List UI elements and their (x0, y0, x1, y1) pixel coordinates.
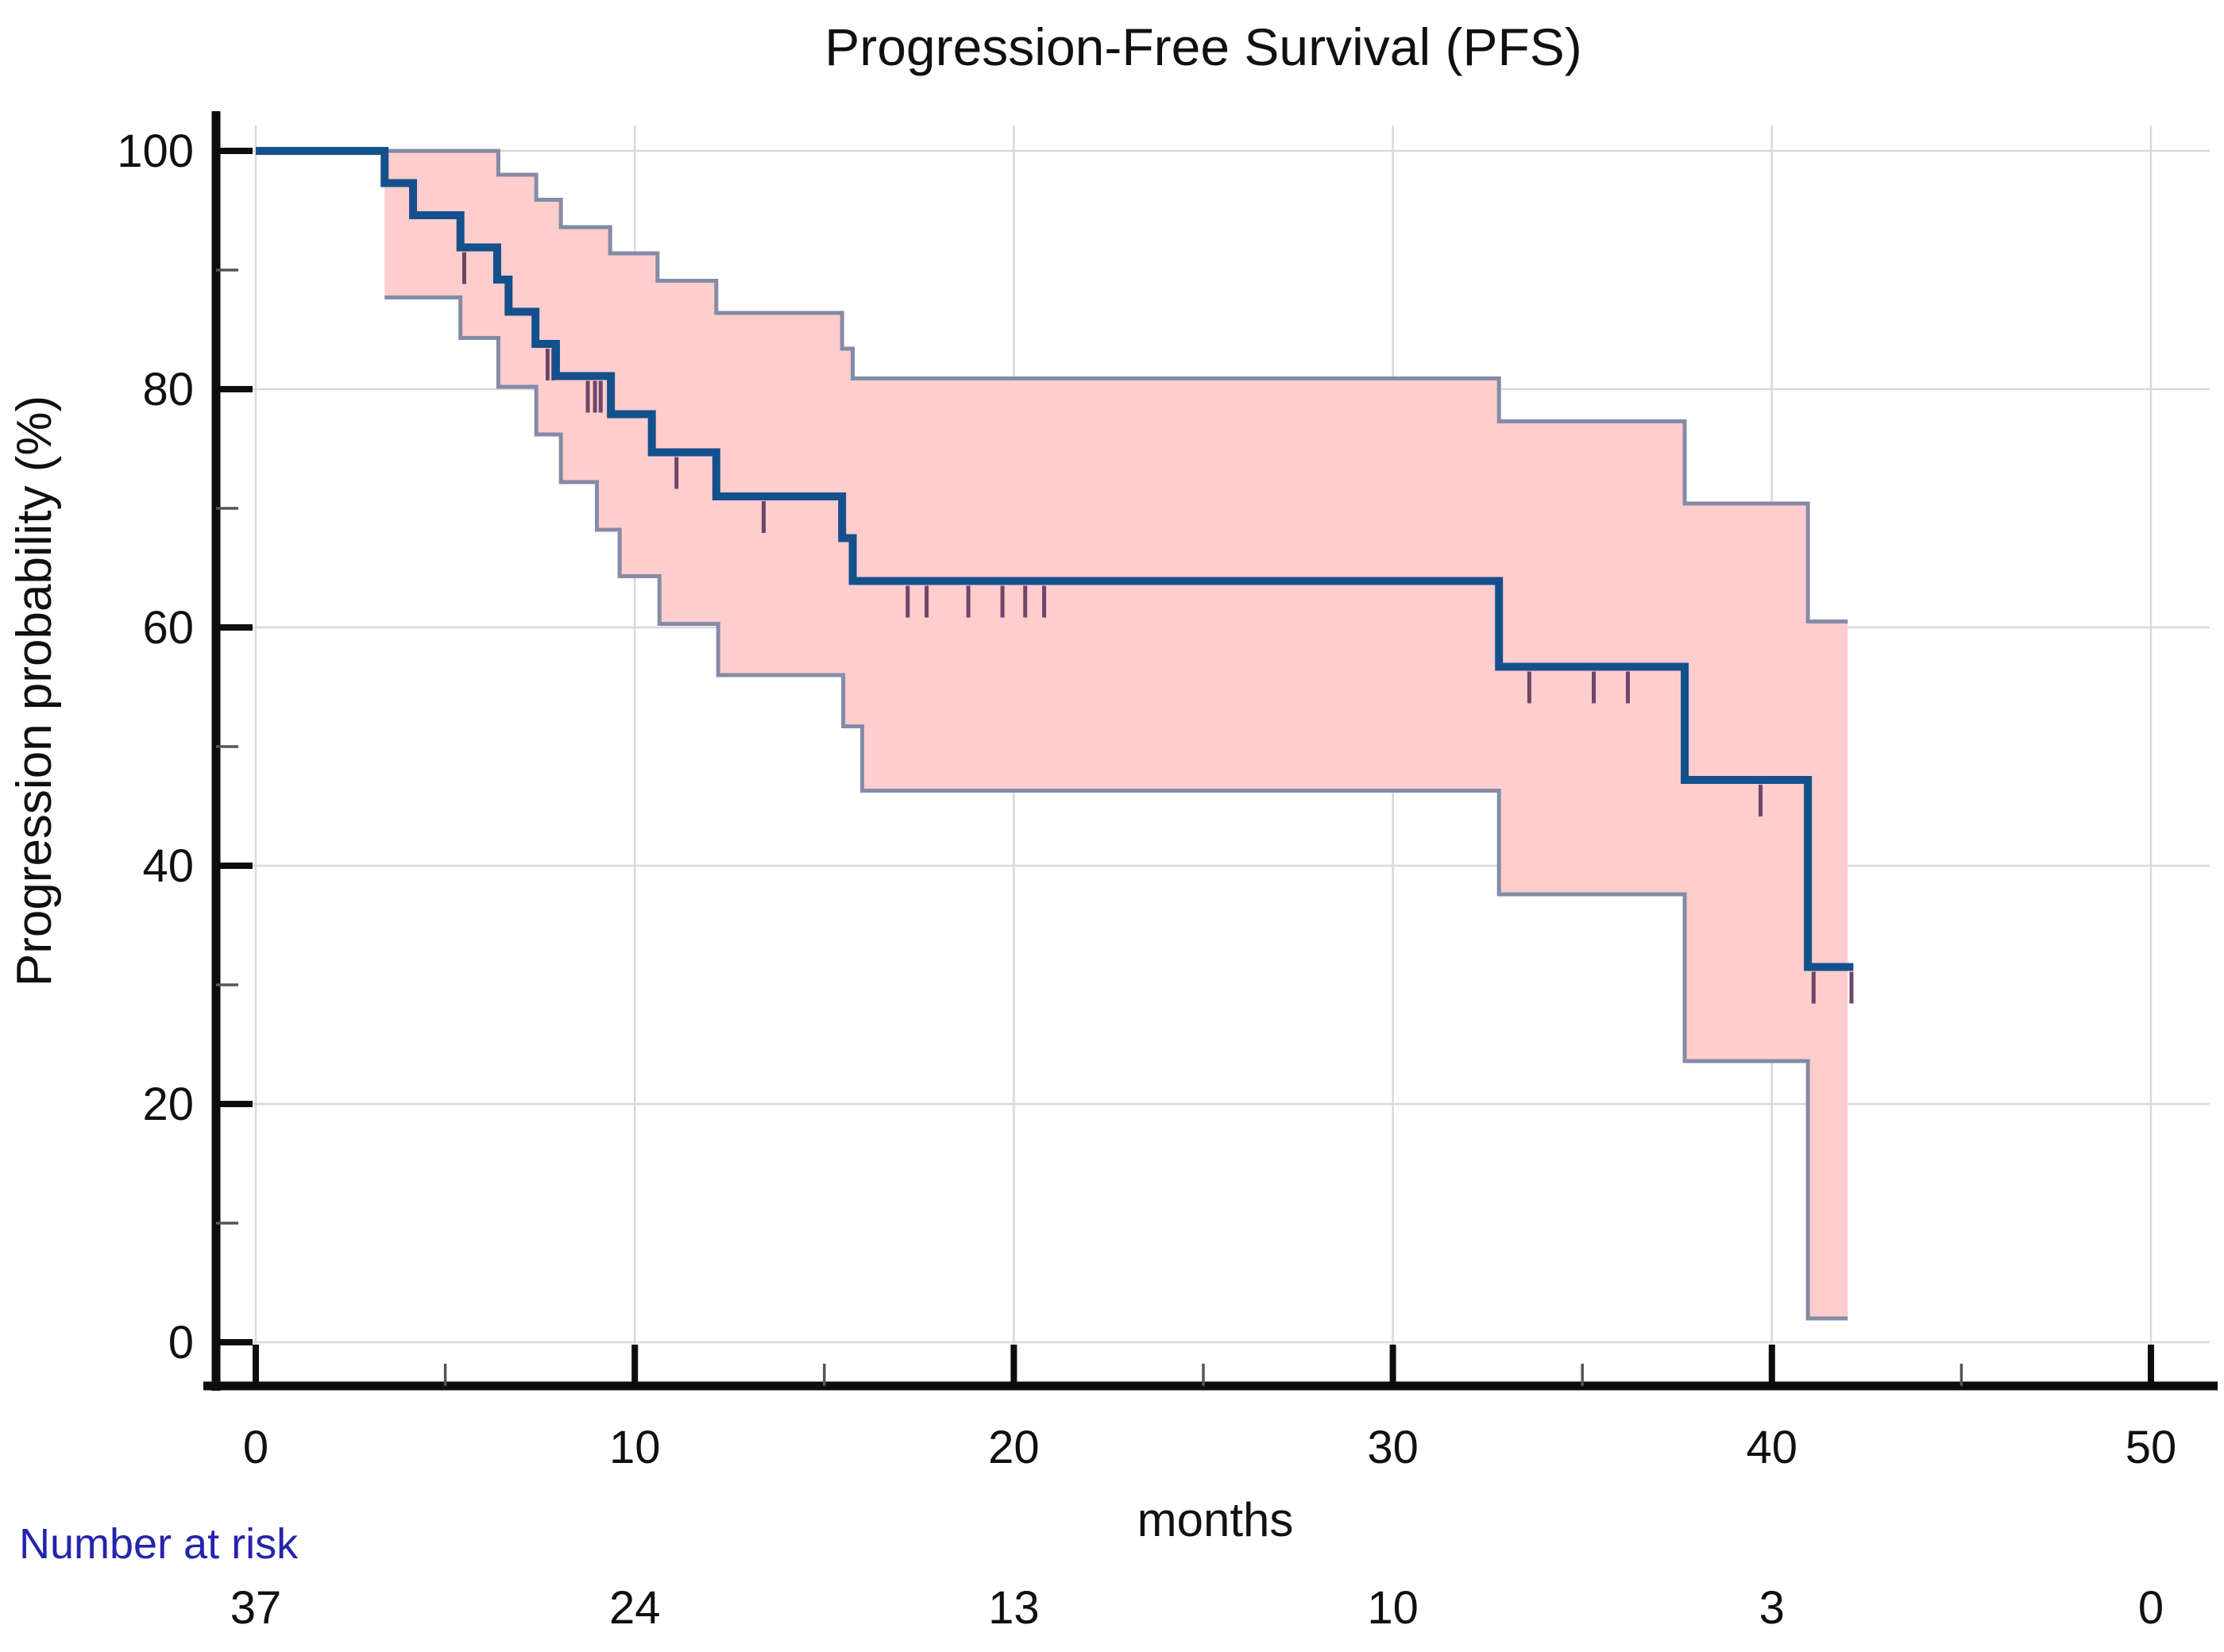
number-at-risk-values: 37 24 13 10 3 0 (230, 1582, 2164, 1634)
y-tick-label: 100 (117, 125, 194, 177)
ci-band-fill (384, 151, 1848, 1318)
chart-title: Progression-Free Survival (PFS) (824, 17, 1582, 76)
axes (203, 111, 2218, 1391)
y-axis-label: Progression probability (%) (7, 396, 62, 986)
number-at-risk-label: Number at risk (19, 1520, 299, 1568)
x-axis-label: months (1137, 1493, 1294, 1546)
survival-curve (256, 147, 1854, 971)
x-tick-label: 0 (243, 1422, 268, 1473)
y-tick-label: 80 (142, 364, 194, 415)
y-tick-label: 60 (142, 602, 194, 654)
risk-count: 0 (2138, 1582, 2164, 1634)
ci-upper-border (384, 149, 1848, 623)
y-tick-label: 0 (168, 1317, 194, 1368)
risk-count: 37 (230, 1582, 282, 1634)
km-step-line (256, 147, 1854, 971)
risk-count: 10 (1367, 1582, 1419, 1634)
y-tick-labels: 100 80 60 40 20 0 (117, 125, 194, 1368)
x-tick-label: 40 (1747, 1422, 1798, 1473)
axis-ticks (216, 148, 2154, 1386)
x-tick-label: 20 (988, 1422, 1040, 1473)
ci-lower-border (384, 295, 1848, 1321)
x-tick-label: 50 (2126, 1422, 2177, 1473)
risk-count: 3 (1759, 1582, 1785, 1634)
y-tick-label: 40 (142, 840, 194, 892)
x-tick-labels: 0 10 20 30 40 50 (243, 1422, 2176, 1473)
risk-count: 24 (609, 1582, 661, 1634)
risk-count: 13 (988, 1582, 1040, 1634)
x-tick-label: 30 (1367, 1422, 1419, 1473)
x-tick-label: 10 (609, 1422, 661, 1473)
confidence-band (384, 149, 1848, 1321)
y-tick-label: 20 (142, 1079, 194, 1130)
